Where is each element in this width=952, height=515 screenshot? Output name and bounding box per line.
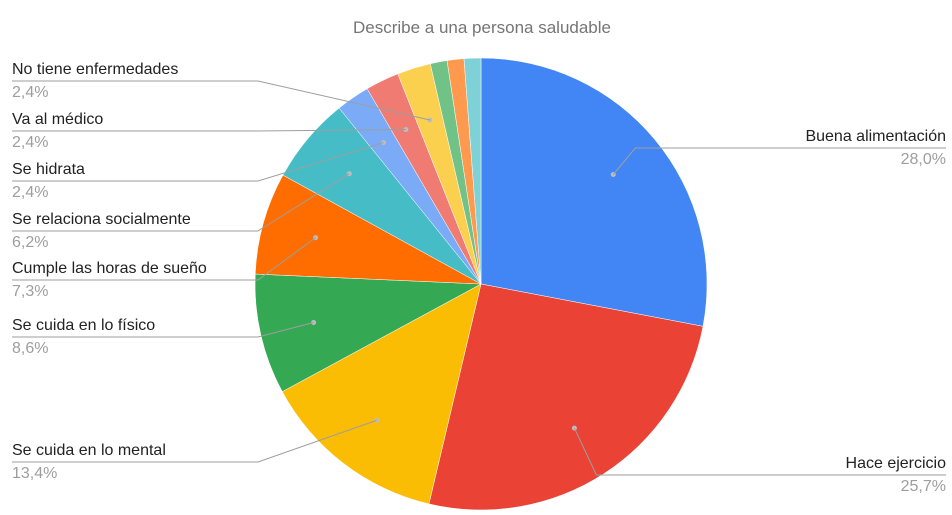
slice-label: Se relaciona socialmente [12,211,191,228]
pie-slice [480,57,708,327]
slice-percent: 28,0% [901,151,946,168]
slice-label: Hace ejercicio [846,455,947,472]
leader-line [12,322,314,338]
slice-percent: 6,2% [12,234,48,251]
pie-slice [463,57,482,285]
leader-line [612,147,946,175]
leader-line [12,80,431,121]
slice-label: Cumple las horas de sueño [12,260,207,277]
pie-slices [254,57,708,511]
slice-label: Se cuida en lo mental [12,442,166,459]
leader-line [12,142,384,182]
slice-label: Buena alimentación [805,128,946,145]
chart-title: Describe a una persona saludable [353,18,611,37]
slice-percent: 13,4% [12,465,57,482]
pie-slice [254,174,482,285]
leader-line [12,419,377,463]
leader-line [573,427,946,476]
pie-slice [281,283,482,505]
slice-label: No tiene enfermedades [12,61,178,78]
leader-line [12,237,316,281]
slice-percent: 7,3% [12,283,48,300]
slice-percent: 2,4% [12,184,48,201]
slice-label: Se cuida en lo físico [12,317,155,334]
pie-slice [254,273,482,392]
slice-labels: Buena alimentación 28,0% Hace ejercicio 25,… [12,61,946,495]
slice-percent: 8,6% [12,340,48,357]
slice-percent: 25,7% [901,478,946,495]
slice-label: Va al médico [12,111,103,128]
pie-slice [428,283,704,511]
leader-line [12,129,406,132]
slice-label: Se hidrata [12,161,85,178]
slice-percent: 2,4% [12,84,48,101]
slice-percent: 2,4% [12,134,48,151]
leader-line [12,173,350,232]
